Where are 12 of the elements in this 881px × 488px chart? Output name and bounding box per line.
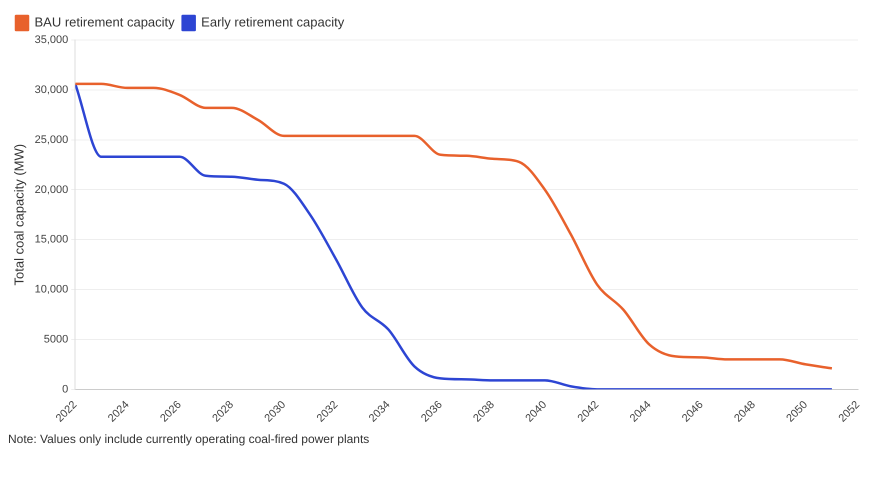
y-tick-label: 35,000	[34, 34, 68, 46]
text: Note: Values only include currently operating coal-fired power plants	[8, 432, 370, 446]
y-tick-label: 5000	[44, 333, 68, 346]
y-tick-label: 15,000	[34, 234, 68, 246]
y-tick-label: 10,000	[34, 284, 68, 296]
legend-label: BAU retirement capacity	[34, 14, 176, 30]
y-tick-label: 0	[62, 383, 68, 396]
y-tick-label: 30,000	[34, 84, 68, 96]
y-tick-label: 25,000	[34, 134, 68, 146]
y-axis-title: Total coal capacity (MW)	[11, 144, 26, 286]
y-tick-label: 20,000	[34, 184, 68, 196]
legend-label: Early retirement capacity	[201, 14, 345, 30]
